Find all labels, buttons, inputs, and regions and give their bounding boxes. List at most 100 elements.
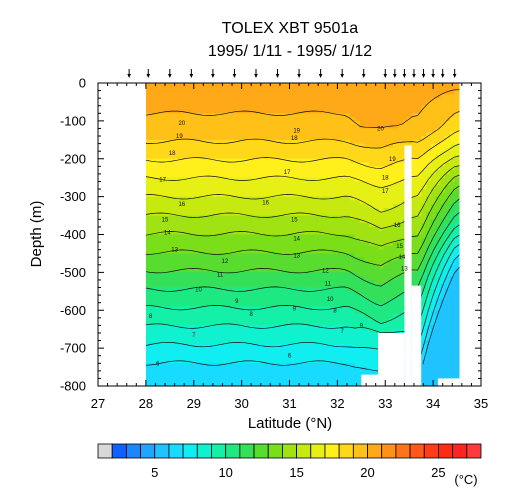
colorbar-swatch — [352, 443, 368, 459]
contour-label: 16 — [178, 202, 185, 208]
contour-label: 14 — [293, 236, 300, 242]
isotherm-19 — [145, 110, 460, 149]
contour-label: 7 — [192, 333, 196, 339]
y-tick-label: -600 — [60, 303, 86, 318]
station-marker-head — [421, 74, 426, 78]
y-tick-label: -300 — [60, 189, 86, 204]
contour-label: 17 — [159, 178, 166, 184]
x-tick-label: 33 — [378, 396, 392, 411]
contour-label: 16 — [394, 223, 401, 229]
contour-label: 10 — [195, 287, 202, 293]
y-tick-label: -700 — [60, 341, 86, 356]
station-marker-head — [168, 74, 172, 78]
colorbar-swatch — [140, 443, 156, 459]
contour-label: 8 — [333, 308, 337, 314]
contour-label: 8 — [250, 312, 254, 318]
colorbar-swatch — [211, 443, 227, 459]
contour-label: 13 — [171, 248, 178, 254]
colorbar-swatch — [466, 443, 482, 459]
station-marker-head — [340, 74, 344, 78]
x-tick-label: 27 — [91, 396, 105, 411]
no-data-region — [361, 374, 379, 386]
station-marker-head — [383, 74, 388, 78]
colorbar-swatch — [282, 443, 298, 459]
colorbar-swatch — [253, 443, 269, 459]
colorbar-swatch — [296, 443, 312, 459]
colorbar-swatch — [182, 443, 198, 459]
station-marker-head — [452, 74, 457, 78]
contour-label: 18 — [291, 136, 298, 142]
no-data-region — [411, 285, 422, 386]
contour-labels: 20 19 18 17 16 15 14 13 12 11 10 9 8 8 7 6 6 19 18 17 16 15 14… — [149, 121, 408, 367]
station-marker-head — [361, 74, 366, 78]
missing-data-masks — [98, 83, 481, 386]
contour-label: 19 — [293, 128, 300, 134]
colorbar-tick-label: 5 — [151, 465, 158, 480]
contour-label: 20 — [377, 126, 384, 132]
x-tick-label: 35 — [474, 396, 488, 411]
contour-label: 14 — [164, 231, 171, 237]
colorbar-swatch — [324, 443, 340, 459]
colorbar-tick-label: 20 — [360, 465, 374, 480]
contour-label: 13 — [401, 267, 408, 273]
colorbar-swatch — [381, 443, 397, 459]
x-tick-label: 34 — [426, 396, 440, 411]
contour-label: 12 — [322, 269, 329, 275]
colorbar-swatch — [154, 443, 170, 459]
colorbar-swatch — [452, 443, 468, 459]
station-marker-head — [402, 74, 407, 78]
station-marker-head — [189, 74, 194, 78]
colorbar-swatch — [310, 443, 326, 459]
contour-label: 16 — [262, 200, 269, 206]
contour-label: 19 — [389, 157, 396, 163]
y-tick-label: 0 — [79, 76, 86, 91]
station-markers — [127, 69, 457, 78]
contour-label: 9 — [293, 306, 297, 312]
temperature-field — [145, 83, 461, 386]
station-marker-head — [431, 74, 435, 78]
colorbar-swatch — [338, 443, 354, 459]
x-tick-label: 28 — [139, 396, 153, 411]
contour-label: 9 — [235, 299, 239, 305]
station-marker-head — [440, 74, 445, 78]
y-axis: 0 -100 -200 -300 -400 -500 -600 -700 -800 — [60, 76, 481, 394]
station-marker-head — [297, 74, 301, 78]
y-tick-label: -200 — [60, 151, 86, 166]
x-tick-label: 29 — [187, 396, 201, 411]
colorbar: 5 10 15 20 25 — [97, 443, 482, 480]
colorbar-units: (°C) — [454, 472, 477, 487]
station-marker-head — [412, 74, 416, 78]
colorbar-swatch — [196, 443, 212, 459]
contour-label: 18 — [169, 151, 176, 157]
colorbar-swatch — [395, 443, 411, 459]
colorbar-swatch — [111, 443, 127, 459]
station-marker-head — [318, 74, 323, 78]
contour-label: 12 — [222, 259, 229, 265]
y-axis-label: Depth (m) — [28, 201, 45, 268]
no-data-region — [437, 378, 460, 386]
colorbar-tick-label: 15 — [289, 465, 303, 480]
colorbar-swatch — [367, 443, 383, 459]
colorbar-swatch — [438, 443, 454, 459]
colorbar-swatch — [267, 443, 283, 459]
chart-subtitle: 1995/ 1/11 - 1995/ 1/12 — [208, 43, 372, 60]
colorbar-swatch — [125, 443, 141, 459]
contour-label: 17 — [284, 170, 291, 176]
contour-label: 11 — [325, 282, 332, 288]
contour-label: 7 — [341, 329, 345, 335]
colorbar-swatch — [168, 443, 184, 459]
y-tick-label: -500 — [60, 265, 86, 280]
contour-label: 17 — [382, 189, 389, 195]
x-tick-label: 31 — [282, 396, 296, 411]
y-tick-label: -100 — [60, 113, 86, 128]
station-marker-head — [146, 74, 151, 78]
contour-label: 14 — [399, 255, 406, 261]
y-tick-label: -800 — [60, 379, 86, 394]
station-marker-head — [211, 74, 215, 78]
contour-label: 15 — [162, 217, 169, 223]
colorbar-swatch — [225, 443, 241, 459]
contour-label: 11 — [217, 272, 224, 278]
contour-label: 10 — [327, 297, 334, 303]
colorbar-tick-label: 10 — [218, 465, 232, 480]
